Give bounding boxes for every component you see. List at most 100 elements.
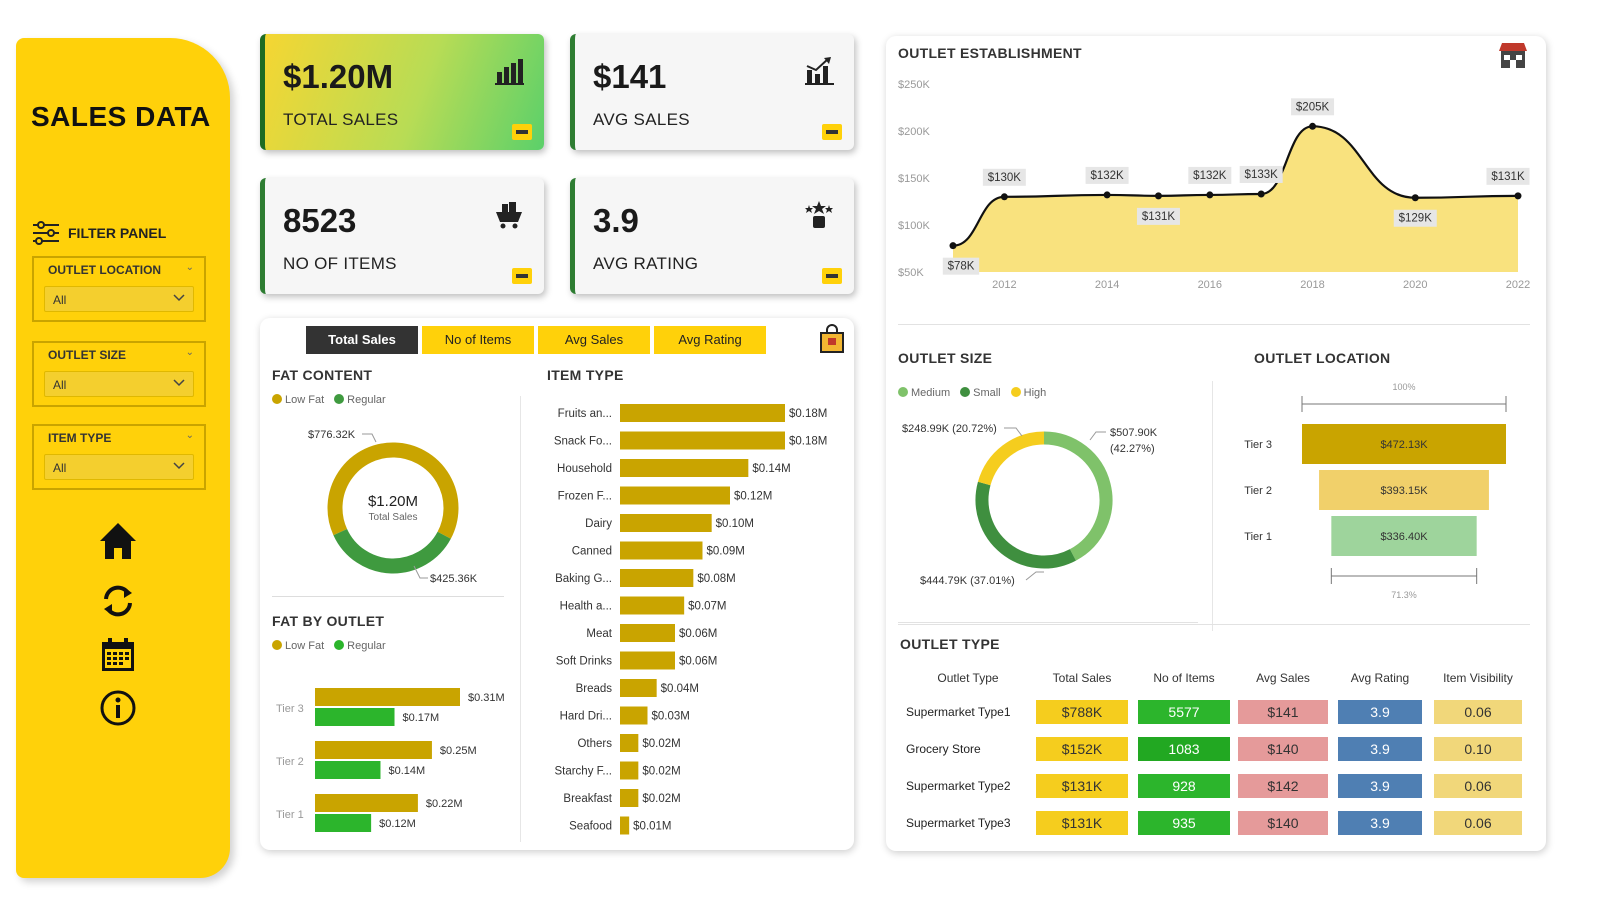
item-type-bar[interactable] bbox=[620, 541, 703, 560]
fat-by-outlet-bar[interactable] bbox=[315, 688, 460, 706]
donut-slice[interactable] bbox=[1043, 431, 1113, 561]
item-type-bar[interactable] bbox=[620, 404, 785, 422]
table-cell: $141 bbox=[1238, 700, 1328, 724]
info-icon[interactable] bbox=[98, 688, 138, 728]
item-type-bar[interactable] bbox=[620, 706, 648, 725]
item-type-category-label: Health a... bbox=[560, 601, 612, 613]
item-type-bar[interactable] bbox=[620, 679, 657, 697]
item-type-category-label: Canned bbox=[572, 546, 612, 558]
data-point[interactable] bbox=[1000, 193, 1008, 201]
donut-slice[interactable] bbox=[333, 528, 451, 574]
chevron-down-icon[interactable]: ⌄ bbox=[185, 430, 194, 441]
item-type-bar[interactable] bbox=[620, 431, 785, 450]
item-type-bar[interactable] bbox=[620, 789, 639, 807]
item-type-bar-label: $0.01M bbox=[633, 821, 671, 833]
table-column-header[interactable]: No of Items bbox=[1153, 671, 1215, 685]
item-type-category-label: Snack Fo... bbox=[554, 436, 612, 448]
legend-item[interactable]: Low Fat bbox=[272, 394, 324, 406]
item-type-bar-label: $0.12M bbox=[734, 491, 772, 503]
tab-avg-rating[interactable]: Avg Rating bbox=[654, 326, 766, 354]
legend-item[interactable]: Regular bbox=[334, 394, 386, 406]
data-point[interactable] bbox=[1206, 191, 1214, 199]
data-point[interactable] bbox=[949, 242, 957, 250]
item-type-bar[interactable] bbox=[620, 596, 685, 615]
funnel-bar[interactable] bbox=[1331, 516, 1477, 556]
y-tick-label: $150K bbox=[898, 173, 930, 185]
data-point[interactable] bbox=[1309, 122, 1317, 130]
calendar-icon[interactable] bbox=[98, 635, 138, 675]
item-type-bar-label: $0.03M bbox=[652, 711, 690, 723]
table-column-header[interactable]: Total Sales bbox=[1052, 671, 1112, 685]
item-type-category-label: Starchy F... bbox=[554, 766, 612, 778]
item-type-slicer[interactable]: ITEM TYPE ⌄ All bbox=[32, 424, 206, 490]
data-point[interactable] bbox=[1514, 192, 1522, 200]
legend-item[interactable]: Medium bbox=[898, 387, 950, 399]
donut-label-medium: $507.90K bbox=[1110, 427, 1158, 439]
table-column-header[interactable]: Outlet Type bbox=[937, 671, 999, 685]
table-cell: $140 bbox=[1238, 737, 1328, 761]
tab-avg-sales[interactable]: Avg Sales bbox=[538, 326, 650, 354]
outlet-location-funnel-chart: 100% 71.3% Tier 3 $472.13K Tier 2 $393.15K T… bbox=[1244, 382, 1507, 600]
outlet-size-dropdown[interactable]: All bbox=[44, 371, 194, 397]
legend-item[interactable]: Low Fat bbox=[272, 640, 324, 652]
data-point[interactable] bbox=[1103, 191, 1111, 199]
item-type-category-label: Others bbox=[577, 738, 612, 750]
power-bi-badge-icon bbox=[512, 124, 532, 140]
outlet-location-slicer[interactable]: OUTLET LOCATION ⌄ All bbox=[32, 256, 206, 322]
item-type-bar[interactable] bbox=[620, 761, 639, 780]
fat-by-outlet-bar[interactable] bbox=[315, 814, 372, 832]
data-point[interactable] bbox=[1411, 194, 1419, 202]
chevron-down-icon[interactable]: ⌄ bbox=[185, 347, 194, 358]
tab-no-of-items[interactable]: No of Items bbox=[422, 326, 534, 354]
fat-by-outlet-bar[interactable] bbox=[315, 708, 395, 726]
table-column-header[interactable]: Avg Rating bbox=[1350, 671, 1410, 685]
item-type-category-label: Frozen F... bbox=[558, 491, 612, 503]
data-point[interactable] bbox=[1154, 192, 1162, 200]
item-type-bar[interactable] bbox=[620, 651, 675, 670]
item-type-bar[interactable] bbox=[620, 624, 675, 642]
legend-item[interactable]: Regular bbox=[334, 640, 386, 652]
item-type-bar-label: $0.18M bbox=[789, 436, 827, 448]
slicer-label: OUTLET SIZE bbox=[48, 348, 126, 362]
item-type-bar[interactable] bbox=[620, 514, 712, 532]
fat-by-outlet-bar[interactable] bbox=[315, 741, 432, 759]
refresh-icon[interactable] bbox=[98, 581, 138, 621]
outlet-size-slicer[interactable]: OUTLET SIZE ⌄ All bbox=[32, 341, 206, 407]
slicer-label: OUTLET LOCATION bbox=[48, 263, 162, 277]
dropdown-value: All bbox=[53, 293, 67, 307]
kpi-label: NO OF ITEMS bbox=[283, 254, 397, 273]
item-type-bar[interactable] bbox=[620, 486, 730, 505]
data-point[interactable] bbox=[1257, 190, 1265, 198]
item-type-bar[interactable] bbox=[620, 816, 630, 835]
data-label-box bbox=[1239, 165, 1283, 183]
table-column-header[interactable]: Item Visibility bbox=[1443, 671, 1513, 685]
item-type-dropdown[interactable]: All bbox=[44, 454, 194, 480]
fat-by-outlet-bar-label: $0.17M bbox=[403, 712, 440, 724]
legend-item[interactable]: Small bbox=[960, 387, 1001, 399]
funnel-bar[interactable] bbox=[1319, 470, 1489, 510]
donut-slice[interactable] bbox=[977, 431, 1045, 486]
filter-panel-label: FILTER PANEL bbox=[68, 225, 167, 241]
data-label: $130K bbox=[988, 172, 1022, 184]
legend-item[interactable]: High bbox=[1010, 387, 1046, 399]
chevron-down-icon[interactable]: ⌄ bbox=[185, 262, 194, 273]
fat-by-outlet-category-label: Tier 3 bbox=[276, 703, 304, 715]
fat-by-outlet-bar[interactable] bbox=[315, 794, 418, 812]
funnel-bar[interactable] bbox=[1302, 424, 1506, 464]
item-type-bar[interactable] bbox=[620, 459, 749, 477]
fat-by-outlet-bar[interactable] bbox=[315, 761, 381, 779]
table-cell: 3.9 bbox=[1338, 700, 1422, 724]
home-icon[interactable] bbox=[98, 521, 138, 561]
donut-slice[interactable] bbox=[327, 442, 459, 539]
outlet-location-dropdown[interactable]: All bbox=[44, 286, 194, 312]
outlet-panel: OUTLET ESTABLISHMENT $50K $100K $150K $200K… bbox=[886, 36, 1546, 851]
table-column-header[interactable]: Avg Sales bbox=[1256, 671, 1310, 685]
tab-total-sales[interactable]: Total Sales bbox=[306, 326, 418, 354]
item-type-bar[interactable] bbox=[620, 569, 694, 587]
funnel-bar-label: $336.40K bbox=[1380, 531, 1428, 543]
donut-label-medium-pct: (42.27%) bbox=[1110, 443, 1155, 455]
donut-slice[interactable] bbox=[975, 481, 1076, 569]
item-type-category-label: Breakfast bbox=[563, 793, 612, 805]
item-type-bar[interactable] bbox=[620, 734, 639, 752]
table-cell: 3.9 bbox=[1338, 737, 1422, 761]
